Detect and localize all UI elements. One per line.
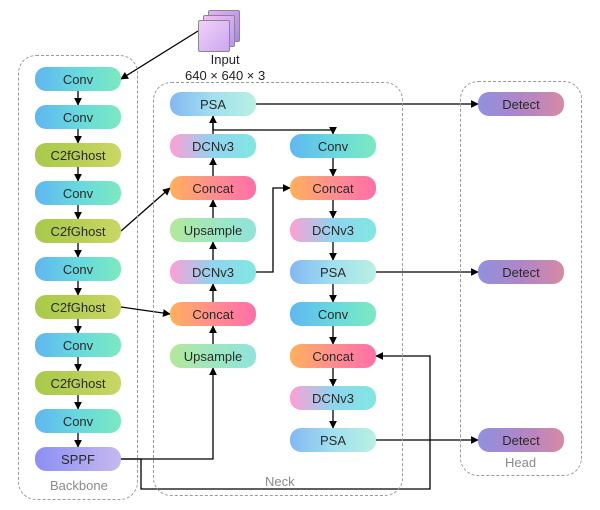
input-image-stack xyxy=(198,10,240,52)
node-n_dcn2: DCNv3 xyxy=(170,260,256,284)
group-label-head: Head xyxy=(505,455,536,470)
node-b_c2f3: C2fGhost xyxy=(35,295,121,319)
node-b_c2f4: C2fGhost xyxy=(35,371,121,395)
node-h_det2: Detect xyxy=(478,260,564,284)
group-label-neck: Neck xyxy=(265,474,295,489)
node-n_concat2: Concat xyxy=(170,302,256,326)
node-n_conv1: Conv xyxy=(290,134,376,158)
node-b_sppf: SPPF xyxy=(35,447,121,471)
node-b_c2f2: C2fGhost xyxy=(35,219,121,243)
input-label-line2: 640 × 640 × 3 xyxy=(185,68,265,83)
node-h_det3: Detect xyxy=(478,428,564,452)
node-n_dcn1: DCNv3 xyxy=(170,134,256,158)
node-b_conv6: Conv xyxy=(35,409,121,433)
node-n_dcn3: DCNv3 xyxy=(290,218,376,242)
node-n_dcn4: DCNv3 xyxy=(290,386,376,410)
node-b_conv2: Conv xyxy=(35,105,121,129)
node-b_conv4: Conv xyxy=(35,257,121,281)
node-b_conv5: Conv xyxy=(35,333,121,357)
node-h_det1: Detect xyxy=(478,92,564,116)
group-label-backbone: Backbone xyxy=(50,478,108,493)
node-b_conv1: Conv xyxy=(35,67,121,91)
node-n_conv2: Conv xyxy=(290,302,376,326)
input-label: Input640 × 640 × 3 xyxy=(185,52,265,85)
node-n_up2: Upsample xyxy=(170,344,256,368)
node-n_psa2: PSA xyxy=(290,260,376,284)
node-b_c2f1: C2fGhost xyxy=(35,143,121,167)
input-label-line1: Input xyxy=(211,52,240,67)
node-n_up1: Upsample xyxy=(170,218,256,242)
node-b_conv3: Conv xyxy=(35,181,121,205)
node-n_concat4: Concat xyxy=(290,344,376,368)
node-n_psa3: PSA xyxy=(290,428,376,452)
node-n_psa1: PSA xyxy=(170,92,256,116)
node-n_concat1: Concat xyxy=(170,176,256,200)
node-n_concat3: Concat xyxy=(290,176,376,200)
